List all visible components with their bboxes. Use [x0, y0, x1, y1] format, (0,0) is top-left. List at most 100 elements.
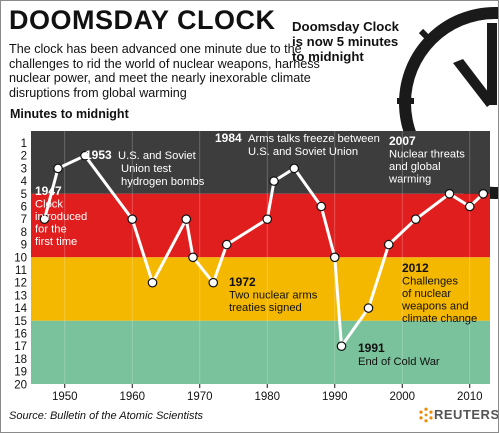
data-point [269, 176, 279, 186]
y-tick-label: 4 [21, 176, 28, 188]
y-tick-label: 2 [21, 151, 27, 163]
data-point [188, 252, 198, 263]
band-15-20 [31, 320, 490, 384]
annotation-text: Arms talks freeze between [248, 133, 380, 145]
annotation-text: U.S. and Soviet Union [248, 146, 358, 158]
annotation-text: treaties signed [229, 302, 302, 314]
data-point [444, 189, 455, 199]
y-tick-label: 19 [14, 367, 27, 379]
data-point [181, 214, 192, 224]
reuters-logo-icon [419, 407, 433, 423]
annotation-year: 1972 [229, 275, 256, 289]
x-tick-label: 2000 [389, 391, 415, 403]
data-point [147, 277, 158, 288]
annotation-year: 2007 [389, 134, 416, 148]
y-axis-label: Minutes to midnight [10, 107, 129, 121]
x-tick-label: 2010 [457, 391, 483, 403]
y-tick-label: 16 [14, 329, 27, 341]
y-tick-label: 1 [21, 138, 27, 150]
annotation-text: for the [35, 224, 67, 236]
data-point [221, 239, 232, 250]
band-5-10 [31, 193, 490, 258]
annotation-text: of nuclear [402, 288, 451, 300]
y-tick-label: 7 [21, 214, 27, 226]
data-point [464, 201, 475, 212]
data-point [336, 341, 347, 351]
annotation-text: and global [389, 161, 441, 173]
data-point [262, 214, 273, 224]
y-tick-label: 14 [14, 303, 27, 315]
band-1-5 [31, 131, 490, 194]
annotation-text: Union test [121, 163, 172, 175]
annotation-text: U.S. and Soviet [118, 150, 197, 162]
y-tick-label: 13 [14, 290, 27, 302]
annotation-year: 1984 [215, 131, 242, 145]
annotation-year: 1953 [85, 148, 112, 162]
annotation-text: climate change [402, 313, 477, 325]
y-tick-label: 5 [21, 189, 27, 201]
annotation-year: 1947 [35, 184, 62, 198]
y-tick-label: 18 [14, 354, 27, 366]
data-point [410, 214, 421, 224]
y-tick-label: 15 [14, 316, 27, 328]
data-point [80, 150, 90, 161]
y-tick-label: 3 [21, 163, 27, 175]
annotation-text: End of Cold War [358, 356, 440, 368]
data-point [127, 214, 138, 224]
band-10-15 [31, 257, 490, 321]
annotation-text: Nuclear threats [389, 149, 465, 161]
data-point [39, 214, 50, 224]
annotation-text: weapons and [401, 301, 469, 313]
annotation-text: first time [35, 236, 77, 248]
page-subtitle: The clock has been advanced one minute d… [9, 42, 320, 100]
data-point [329, 252, 340, 263]
page-title: DOOMSDAY CLOCK [9, 5, 276, 35]
y-tick-label: 8 [21, 227, 27, 239]
annotation-text: warming [388, 174, 431, 186]
x-tick-label: 1980 [254, 391, 280, 403]
source-note: Source: Bulletin of the Atomic Scientist… [9, 410, 204, 422]
data-point [208, 277, 219, 288]
annotation-year: 2012 [402, 261, 429, 275]
reuters-logo-text: REUTERS [434, 407, 499, 422]
y-tick-label: 17 [14, 341, 27, 353]
data-point [289, 163, 300, 174]
chart-bands [31, 131, 490, 384]
y-tick-label: 9 [21, 240, 27, 252]
chart-grid [64, 131, 471, 384]
data-point [363, 303, 374, 313]
x-tick-label: 1970 [187, 391, 213, 403]
data-point [383, 239, 394, 250]
headline-callout: Doomsday Clock is now 5 minutes to midni… [292, 19, 399, 64]
y-tick-label: 20 [14, 379, 27, 391]
x-tick-label: 1990 [322, 391, 348, 403]
chart-points [39, 150, 489, 351]
data-point [478, 189, 489, 199]
data-point [316, 201, 327, 212]
y-tick-label: 10 [14, 252, 27, 264]
x-axis: 1950 1960 1970 1980 1990 2000 2010 [52, 384, 483, 403]
annotation-text: Challenges [402, 276, 458, 288]
y-tick-label: 6 [21, 202, 27, 214]
annotation-text: Two nuclear arms [229, 290, 318, 302]
x-tick-label: 1960 [119, 391, 145, 403]
annotation-text: introduced [35, 211, 87, 223]
data-point [53, 163, 63, 174]
y-tick-label: 11 [15, 265, 27, 277]
x-tick-label: 1950 [52, 391, 78, 403]
y-tick-label: 12 [14, 278, 27, 290]
annotation-text: Clock [35, 199, 63, 211]
annotation-text: hydrogen bombs [121, 176, 205, 188]
annotation-year: 1991 [358, 341, 385, 355]
